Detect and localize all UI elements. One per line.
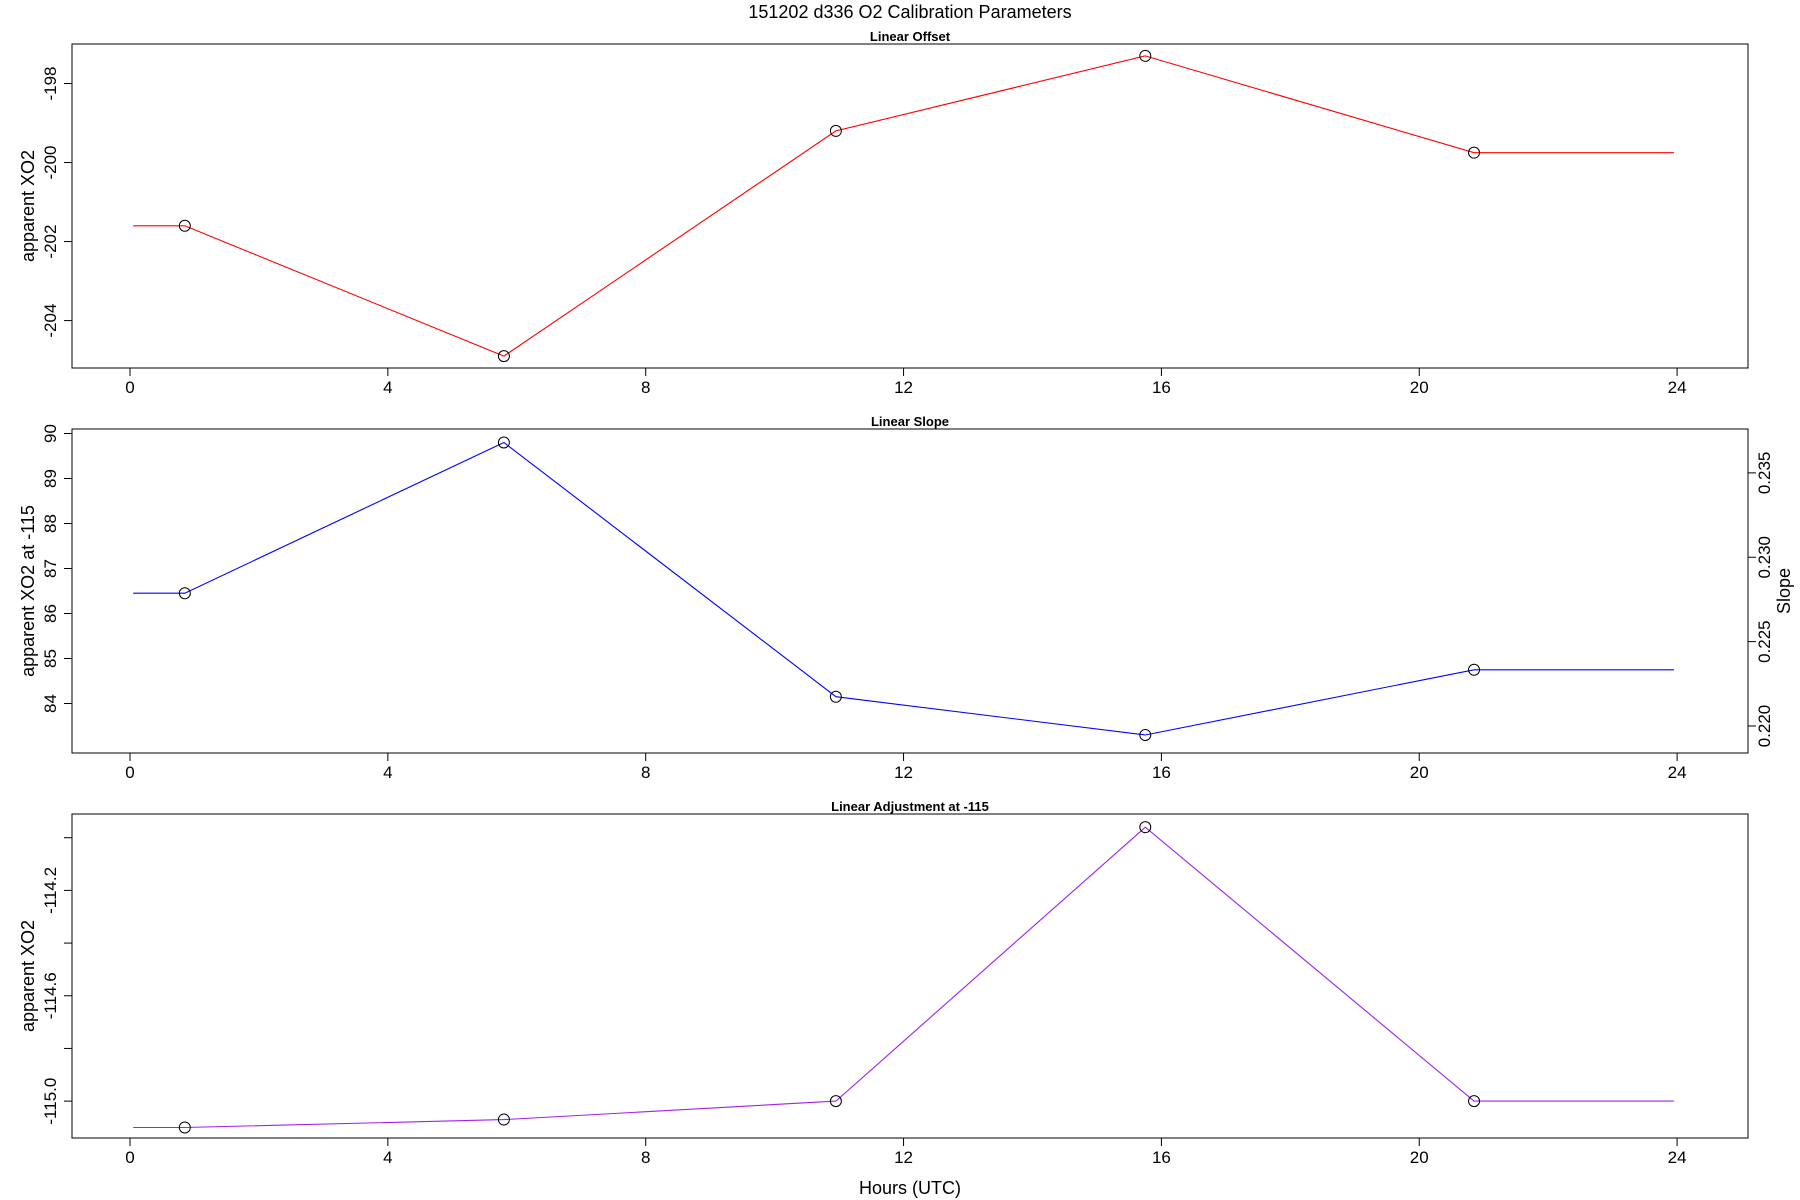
x-tick-label: 16 <box>1152 763 1171 782</box>
x-tick-label: 12 <box>894 1148 913 1167</box>
series-line <box>133 441 1674 736</box>
y-tick-label: -114.2 <box>41 867 60 914</box>
y-tick-label: -204 <box>41 304 60 338</box>
data-point <box>829 690 842 703</box>
data-point <box>1139 49 1152 62</box>
x-tick-label: 12 <box>894 378 913 397</box>
y-tick-label: 86 <box>41 604 60 623</box>
x-tick-label: 20 <box>1410 763 1429 782</box>
data-point <box>1468 146 1481 159</box>
x-tick-label: 4 <box>383 378 392 397</box>
plot-frame <box>71 813 1749 1139</box>
panel-title: Linear Slope <box>871 414 949 429</box>
data-point <box>497 436 510 449</box>
y2-tick-label: 0.220 <box>1755 705 1774 748</box>
y-tick-label: -200 <box>41 146 60 180</box>
y2-tick-label: 0.225 <box>1755 620 1774 663</box>
data-point <box>1139 821 1152 834</box>
y-tick-label: 90 <box>41 424 60 443</box>
x-axis-label: Hours (UTC) <box>859 1178 961 1198</box>
y-tick-label: -114.6 <box>41 972 60 1019</box>
data-point <box>1468 663 1481 676</box>
data-point <box>1468 1095 1481 1108</box>
y2-axis-label: Slope <box>1774 568 1794 614</box>
data-point <box>829 1095 842 1108</box>
y-tick-label: -198 <box>41 66 60 100</box>
x-tick-label: 8 <box>641 378 650 397</box>
y-tick-label: 89 <box>41 469 60 488</box>
data-point <box>178 219 191 232</box>
x-tick-label: 4 <box>383 1148 392 1167</box>
x-tick-label: 8 <box>641 763 650 782</box>
x-tick-label: 20 <box>1410 1148 1429 1167</box>
figure-title: 151202 d336 O2 Calibration Parameters <box>748 2 1071 22</box>
x-tick-label: 16 <box>1152 1148 1171 1167</box>
chart-panel-2: Linear Slope 0 4 8 12 16 20 24 84 85 86 87 88 89 90 app… <box>18 414 1794 782</box>
x-tick-label: 20 <box>1410 378 1429 397</box>
y-tick-label: 84 <box>41 694 60 713</box>
x-tick-label: 24 <box>1668 378 1687 397</box>
y-axis-label: apparent XO2 <box>18 150 38 262</box>
data-point <box>829 124 842 137</box>
y2-tick-label: 0.235 <box>1755 452 1774 495</box>
y-axis-label: apparent XO2 <box>18 920 38 1032</box>
data-point <box>1139 729 1152 741</box>
chart-panel-1: Linear Offset 0 4 8 12 16 20 24 -204 -202 -200 -198… <box>18 29 1749 397</box>
series-line <box>133 55 1674 357</box>
x-tick-label: 0 <box>125 378 134 397</box>
x-tick-label: 0 <box>125 763 134 782</box>
plot-frame <box>71 428 1749 754</box>
plot-frame <box>71 43 1749 369</box>
x-tick-label: 24 <box>1668 763 1687 782</box>
x-tick-label: 24 <box>1668 1148 1687 1167</box>
y-tick-label: -115.0 <box>41 1078 60 1125</box>
panel-title: Linear Adjustment at -115 <box>831 799 989 814</box>
x-tick-label: 12 <box>894 763 913 782</box>
data-point <box>178 587 191 600</box>
y-tick-label: 87 <box>41 559 60 578</box>
chart-panel-3: Linear Adjustment at -115 0 4 8 12 16 20 24 -115… <box>18 799 1749 1167</box>
y-tick-label: 88 <box>41 514 60 533</box>
x-tick-label: 0 <box>125 1148 134 1167</box>
y-tick-label: 85 <box>41 649 60 668</box>
data-point <box>497 1113 510 1126</box>
panel-title: Linear Offset <box>870 29 951 44</box>
y-axis-label: apparent XO2 at -115 <box>18 505 38 677</box>
data-point <box>497 350 510 363</box>
y-tick-label: -202 <box>41 225 60 259</box>
y2-tick-label: 0.230 <box>1755 536 1774 579</box>
x-tick-label: 8 <box>641 1148 650 1167</box>
data-point <box>178 1121 191 1134</box>
series-line <box>133 826 1674 1129</box>
x-tick-label: 4 <box>383 763 392 782</box>
chart-panels: Linear Offset 0 4 8 12 16 20 24 -204 -202 -200 -198… <box>18 29 1794 1167</box>
x-tick-label: 16 <box>1152 378 1171 397</box>
